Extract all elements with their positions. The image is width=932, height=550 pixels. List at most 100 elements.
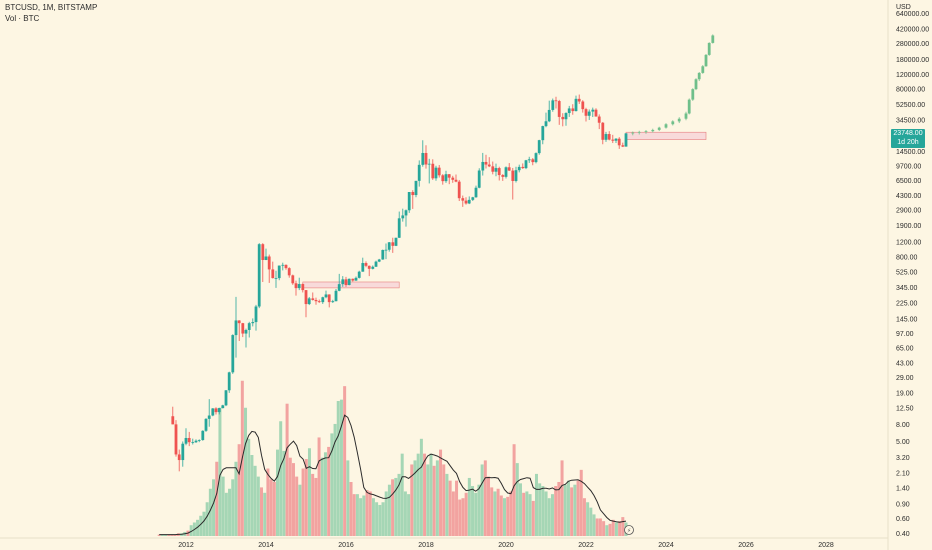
volume-bar — [573, 484, 577, 536]
candle-body — [554, 100, 558, 102]
projection-candle-body — [697, 72, 701, 80]
candle-body — [511, 170, 515, 181]
candle-body — [301, 284, 305, 291]
candle-body — [484, 161, 488, 165]
candle-body — [597, 116, 601, 123]
candle-body — [571, 108, 575, 112]
volume-bar — [480, 464, 484, 536]
volume-bar — [244, 407, 248, 536]
candle-body — [331, 301, 335, 303]
volume-bar — [589, 507, 593, 536]
projection-candle-body — [651, 129, 655, 132]
volume-bar — [221, 476, 225, 536]
candle-body — [381, 249, 385, 260]
volume-bar — [403, 491, 407, 536]
price-tick-label: 19.00 — [896, 390, 914, 397]
volume-bar — [320, 457, 324, 536]
candle-body — [287, 268, 291, 276]
volume-bar — [304, 459, 308, 536]
volume-bar — [231, 479, 235, 536]
volume-bar — [579, 469, 583, 536]
volume-bar — [272, 482, 276, 536]
candle-body — [184, 437, 188, 444]
volume-bar — [212, 479, 216, 536]
volume-legend[interactable]: Vol · BTC — [5, 14, 40, 23]
time-axis-labels[interactable]: 2012 2014 2016 2018 2020 2022 2024 2026 2028 — [178, 542, 834, 549]
candle-body — [271, 269, 275, 279]
candle-body — [551, 100, 555, 110]
candle-body — [294, 283, 298, 289]
candle-body — [201, 430, 205, 441]
volume-bar — [247, 438, 251, 536]
price-axis-labels[interactable]: 640000.00 420000.00 280000.00 180000.00 1200… — [896, 11, 929, 538]
price-tick-label: 6500.00 — [896, 178, 921, 185]
volume-bar — [215, 461, 219, 536]
volume-bar — [355, 494, 359, 536]
candle-body — [561, 116, 565, 120]
candle-body — [517, 166, 521, 171]
projection-candle-body — [691, 89, 695, 100]
volume-bar — [570, 487, 574, 536]
projection-candles — [631, 34, 715, 136]
candle-body — [401, 215, 405, 219]
candle-body — [187, 437, 191, 443]
volume-bar — [298, 484, 302, 536]
price-tick-label: 420000.00 — [896, 26, 929, 33]
volume-bar — [598, 518, 602, 536]
volume-bar — [343, 386, 347, 536]
candle-body — [527, 159, 531, 161]
support-zone[interactable] — [625, 131, 707, 140]
candle-body — [407, 192, 411, 211]
candle-body — [277, 265, 281, 279]
projection-candle-body — [644, 131, 648, 132]
volume-bar — [605, 525, 609, 536]
volume-bar — [157, 534, 161, 536]
candle-body — [397, 218, 401, 238]
candle-body — [281, 264, 285, 266]
volume-bar — [503, 498, 507, 536]
volume-bar — [346, 460, 350, 536]
volume-bar — [586, 502, 590, 536]
volume-bar — [407, 494, 411, 536]
volume-bar — [426, 464, 430, 536]
candle-body — [587, 111, 591, 116]
projection-candle-body — [694, 79, 698, 90]
volume-bar — [189, 525, 193, 536]
volume-bar — [477, 484, 481, 536]
price-tick-label: 0.90 — [896, 501, 910, 508]
projection-candle-body — [664, 124, 668, 128]
volume-bar — [506, 496, 510, 536]
candle-body — [417, 164, 421, 181]
volume-bar — [368, 491, 372, 536]
candle-body — [414, 180, 418, 196]
candle-body — [491, 166, 495, 172]
volume-bar — [592, 514, 596, 536]
candle-body — [454, 179, 458, 182]
volume-bar — [499, 495, 503, 536]
candle-body — [441, 175, 445, 182]
price-tick-label: 145.00 — [896, 316, 918, 323]
year-tick-label: 2028 — [818, 542, 834, 549]
candle-body — [377, 259, 381, 262]
volume-bar — [266, 468, 270, 536]
volume-bar — [349, 482, 353, 536]
symbol-legend[interactable]: BTCUSD, 1M, BITSTAMP — [5, 3, 98, 12]
candle-body — [497, 168, 501, 176]
volume-bar — [291, 463, 295, 536]
candle-body — [404, 210, 408, 216]
support-zone[interactable] — [302, 281, 400, 289]
candle-body — [524, 160, 528, 169]
candle-body — [617, 138, 621, 146]
volume-bar — [541, 486, 545, 536]
candle-body — [451, 177, 455, 180]
candle-body — [314, 299, 318, 302]
candle-body — [214, 408, 218, 413]
session-marker[interactable]: ⚡ — [624, 525, 634, 535]
candle-body — [557, 101, 561, 117]
volume-bar — [352, 494, 356, 536]
volume-bar — [285, 403, 289, 536]
volume-bar — [279, 421, 283, 536]
candle-body — [501, 175, 505, 177]
volume-bar — [602, 521, 606, 536]
